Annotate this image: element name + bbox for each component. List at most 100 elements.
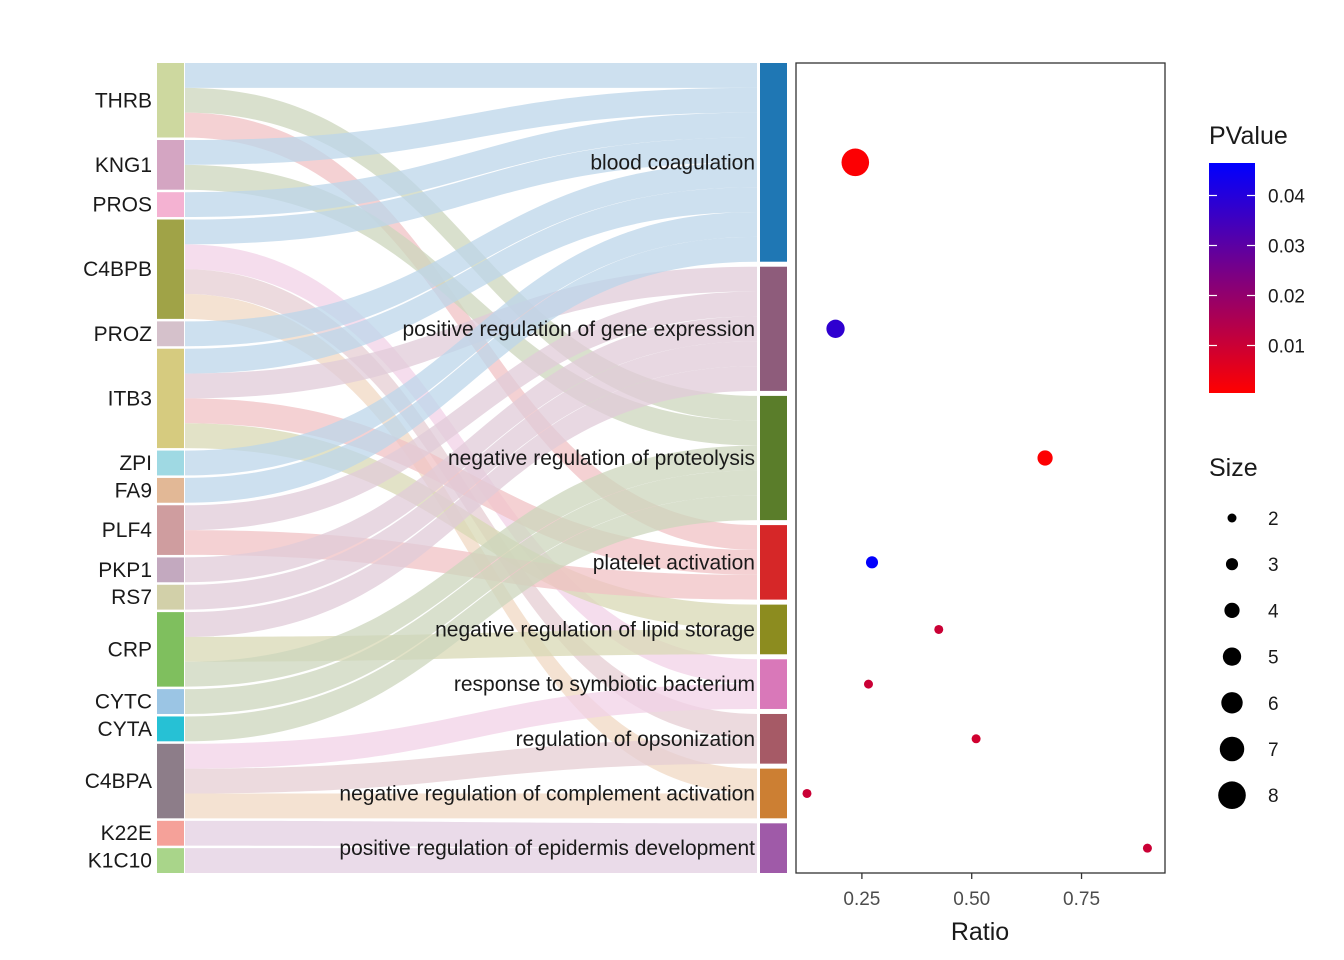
dot-positive-regulation-of-epidermis-development: [1142, 843, 1152, 853]
dot-plot-panel: [795, 62, 1166, 874]
pvalue-legend: PValue 0.01 0.02 0.03 0.04: [1209, 122, 1305, 393]
gene-label-plf4: PLF4: [102, 519, 153, 542]
sankey-link-rs7-positive-regulation-of-gene-expression: [185, 341, 757, 610]
x-tick-label: 0.50: [953, 889, 990, 910]
size-legend-title: Size: [1209, 454, 1258, 482]
gene-label-rs7: RS7: [111, 586, 152, 609]
sankey-link-thrb-blood-coagulation: [185, 63, 757, 88]
size-legend-dot: [1218, 781, 1246, 809]
size-legend-dot: [1222, 647, 1242, 666]
size-legend: Size 2 3 4 5 6 7 8: [1209, 454, 1279, 809]
size-legend-label: 4: [1268, 601, 1279, 622]
pvalue-tick-label: 0.01: [1268, 337, 1305, 358]
dot-response-to-symbiotic-bacterium: [863, 679, 873, 689]
sankey-link-plf4-positive-regulation-of-gene-expression: [185, 291, 757, 531]
sankey-link-fa9-blood-coagulation: [185, 236, 757, 503]
term-bar-negative-regulation-of-proteolysis: [760, 395, 787, 521]
dot-plot: 0.25 0.50 0.75 Ratio: [795, 62, 1166, 946]
sankey-link-crp-negative-regulation-of-proteolysis: [185, 445, 757, 687]
size-legend-dot: [1221, 692, 1243, 714]
size-legend-label: 6: [1268, 694, 1279, 715]
sankey-link-crp-positive-regulation-of-gene-expression: [185, 366, 757, 637]
term-label-negative-regulation-of-lipid-storage: negative regulation of lipid storage: [435, 618, 755, 641]
term-bar-regulation-of-opsonization: [760, 713, 787, 764]
term-bars: [760, 63, 787, 873]
term-bar-response-to-symbiotic-bacterium: [760, 659, 787, 709]
term-bar-negative-regulation-of-complement-activation: [760, 768, 787, 819]
size-legend-label: 2: [1268, 509, 1279, 530]
gene-bar-plf4: [157, 505, 184, 555]
pvalue-legend-title: PValue: [1209, 122, 1288, 150]
gene-label-cyta: CYTA: [98, 718, 152, 741]
sankey-link-cytc-negative-regulation-of-proteolysis: [185, 470, 757, 714]
sankey-link-pros-blood-coagulation: [185, 112, 757, 218]
pvalue-tick-label: 0.03: [1268, 237, 1305, 258]
dot-negative-regulation-of-complement-activation: [802, 788, 812, 798]
gene-label-itb3: ITB3: [108, 387, 152, 410]
gene-bar-kng1: [157, 140, 184, 190]
size-legend-dot: [1225, 558, 1239, 571]
sankey-link-zpi-blood-coagulation: [185, 212, 757, 476]
term-label-negative-regulation-of-proteolysis: negative regulation of proteolysis: [448, 447, 755, 470]
size-legend-dot: [1227, 513, 1237, 523]
gene-label-cytc: CYTC: [95, 691, 152, 714]
gene-label-fa9: FA9: [115, 479, 152, 502]
gene-bar-itb3: [157, 348, 184, 449]
x-axis-ticks: 0.25 0.50 0.75: [843, 873, 1100, 910]
sankey-links: [185, 63, 757, 873]
gene-bars: [157, 63, 184, 873]
term-label-platelet-activation: platelet activation: [593, 551, 755, 574]
dot-negative-regulation-of-proteolysis: [1037, 450, 1053, 466]
term-label-regulation-of-opsonization: regulation of opsonization: [516, 728, 755, 751]
gene-bar-fa9: [157, 477, 184, 503]
gene-label-crp: CRP: [108, 638, 152, 661]
gene-label-pros: PROS: [92, 194, 152, 217]
dot-regulation-of-opsonization: [971, 734, 981, 744]
x-tick-label: 0.75: [1063, 889, 1100, 910]
gene-label-proz: PROZ: [94, 323, 153, 346]
gene-label-k22e: K22E: [101, 822, 152, 845]
gene-bar-c4bpb: [157, 219, 184, 319]
sankey-link-c4bpb-negative-regulation-of-complement-activation: [185, 294, 757, 794]
gene-label-pkp1: PKP1: [98, 559, 152, 582]
x-axis-title: Ratio: [951, 918, 1009, 946]
sankey-link-itb3-blood-coagulation: [185, 187, 757, 374]
size-legend-dot: [1219, 736, 1245, 762]
gene-label-k1c10: K1C10: [88, 850, 152, 873]
gene-label-c4bpa: C4BPA: [85, 770, 152, 793]
term-labels: blood coagulation positive regulation of …: [339, 151, 755, 860]
pvalue-colorbar: [1209, 163, 1255, 393]
term-label-response-to-symbiotic-bacterium: response to symbiotic bacterium: [454, 673, 755, 696]
term-bar-negative-regulation-of-lipid-storage: [760, 604, 787, 655]
gene-label-thrb: THRB: [95, 89, 152, 112]
gene-bar-rs7: [157, 584, 184, 610]
sankey-link-kng1-negative-regulation-of-proteolysis: [185, 164, 757, 446]
sankey-link-c4bpa-response-to-symbiotic-bacterium: [185, 684, 757, 769]
term-label-negative-regulation-of-complement-activation: negative regulation of complement activa…: [339, 782, 755, 805]
pvalue-ticks: 0.01 0.02 0.03 0.04: [1209, 187, 1305, 358]
sankey-link-cyta-negative-regulation-of-proteolysis: [185, 495, 757, 742]
gene-label-kng1: KNG1: [95, 154, 152, 177]
size-legend-label: 3: [1268, 555, 1279, 576]
sankey-link-pkp1-positive-regulation-of-gene-expression: [185, 316, 757, 583]
term-label-blood-coagulation: blood coagulation: [590, 151, 755, 174]
gene-bar-crp: [157, 612, 184, 687]
gene-bar-zpi: [157, 450, 184, 476]
sankey-link-k1c10-positive-regulation-of-epidermis-development: [185, 848, 757, 873]
pvalue-tick-label: 0.04: [1268, 187, 1305, 208]
dot-platelet-activation: [865, 556, 879, 569]
gene-label-c4bpb: C4BPB: [83, 258, 152, 281]
sankey-link-c4bpb-blood-coagulation: [185, 137, 757, 245]
gene-bar-c4bpa: [157, 743, 184, 819]
gene-bar-proz: [157, 321, 184, 347]
term-bar-platelet-activation: [760, 525, 787, 600]
pvalue-tick-label: 0.02: [1268, 287, 1305, 308]
sankey-link-itb3-negative-regulation-of-lipid-storage: [185, 423, 757, 630]
gene-bar-pros: [157, 192, 184, 218]
term-label-positive-regulation-of-gene-expression: positive regulation of gene expression: [402, 318, 755, 341]
gene-bar-k22e: [157, 820, 184, 846]
size-legend-items: 2 3 4 5 6 7 8: [1218, 509, 1279, 809]
term-label-positive-regulation-of-epidermis-development: positive regulation of epidermis develop…: [339, 837, 755, 860]
term-bar-blood-coagulation: [760, 63, 787, 262]
